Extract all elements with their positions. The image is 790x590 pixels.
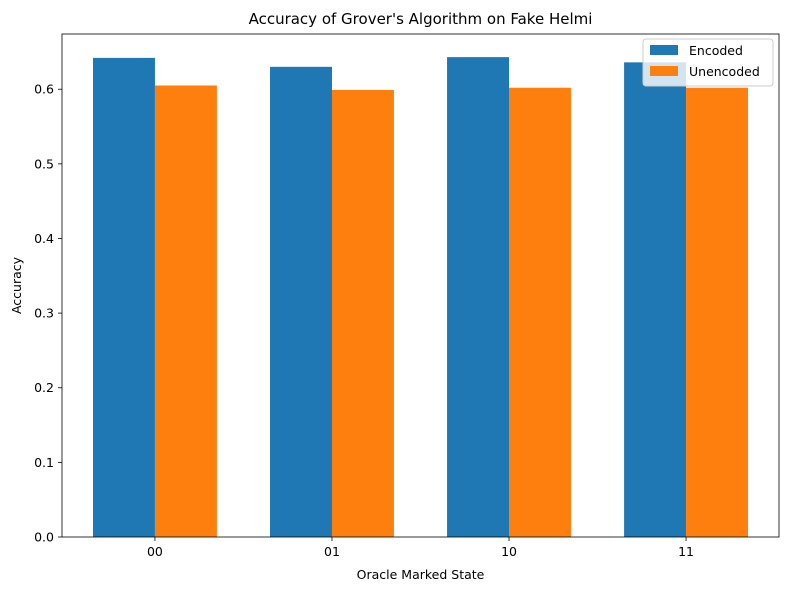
x-tick-label: 11: [678, 544, 694, 559]
x-tick-label: 00: [147, 544, 163, 559]
y-tick-label: 0.4: [34, 231, 54, 246]
legend: Encoded Unencoded: [642, 38, 774, 87]
y-axis-label: Accuracy: [9, 256, 24, 314]
bar-unencoded-01: [331, 89, 394, 538]
y-tick-label: 0.5: [34, 156, 54, 171]
y-tick-label: 0.3: [34, 306, 54, 321]
bars-layer: [92, 57, 749, 538]
bar-encoded-11: [624, 62, 687, 538]
y-tick-label: 0.1: [34, 455, 54, 470]
legend-label-encoded: Encoded: [689, 43, 743, 58]
bar-encoded-01: [270, 66, 332, 537]
y-tick-label: 0.2: [34, 380, 54, 395]
legend-label-unencoded: Unencoded: [689, 64, 760, 79]
y-axis-ticks: 0.0 0.1 0.2 0.3 0.4 0.5 0.6: [34, 82, 62, 545]
legend-swatch-encoded: [650, 45, 678, 55]
plot-frame: [61, 33, 780, 538]
bar-encoded-10: [447, 57, 510, 538]
bar-unencoded-10: [509, 87, 571, 537]
x-tick-label: 10: [501, 544, 517, 559]
bar-unencoded-00: [154, 85, 217, 537]
legend-swatch-unencoded: [650, 66, 678, 76]
x-tick-label: 01: [324, 544, 340, 559]
x-axis-label: Oracle Marked State: [357, 567, 485, 582]
chart-title: Accuracy of Grover's Algorithm on Fake H…: [249, 10, 593, 28]
bar-unencoded-11: [686, 87, 749, 537]
y-tick-label: 0.0: [34, 530, 54, 545]
x-axis-ticks: 00 01 10 11: [147, 537, 694, 559]
y-tick-label: 0.6: [34, 82, 54, 97]
bar-encoded-00: [92, 57, 155, 537]
